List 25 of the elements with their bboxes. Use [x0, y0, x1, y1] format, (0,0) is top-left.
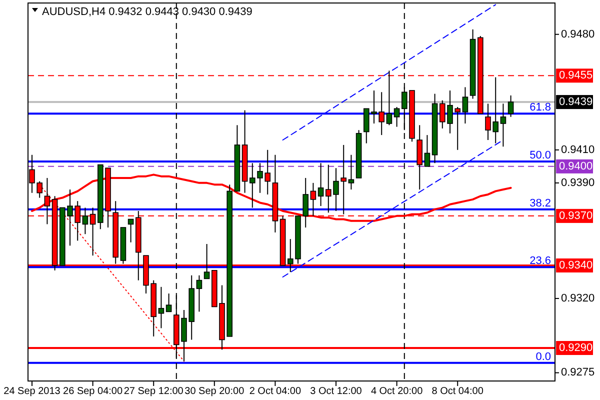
- annotation: 50.0: [530, 149, 551, 162]
- annotation: 0.0: [536, 350, 551, 363]
- ref-line-label: 0.9400: [559, 160, 593, 172]
- y-tick-label: 0.9390: [561, 176, 595, 189]
- annotation: 23.6: [530, 255, 551, 268]
- y-tick-label: 0.9480: [561, 28, 595, 40]
- x-tick-label: 2 Oct 04:00: [249, 386, 302, 397]
- x-tick-label: 24 Sep 2013: [4, 386, 61, 397]
- x-tick-label: 26 Sep 04:00: [63, 386, 123, 397]
- y-tick-label: 0.9410: [561, 144, 595, 156]
- x-tick-label: 4 Oct 20:00: [370, 386, 424, 397]
- ref-line-label: 0.9340: [559, 259, 593, 272]
- x-tick-label: 8 Oct 04:00: [432, 386, 484, 397]
- y-tick-label: 0.9320: [561, 292, 595, 304]
- annotation: 38.2: [530, 197, 551, 210]
- annotation: 61.8: [530, 102, 551, 114]
- x-tick-label: 3 Oct 12:00: [310, 386, 362, 397]
- y-tick-label: 0.9275: [561, 366, 595, 379]
- ref-line-label: 0.9455: [559, 70, 593, 82]
- ref-line-label: 0.9370: [559, 210, 593, 222]
- ref-line-label: 0.9290: [559, 342, 593, 354]
- x-tick-label: 30 Sep 20:00: [184, 386, 245, 397]
- x-tick-label: 27 Sep 12:00: [124, 386, 184, 397]
- ref-line-label: 0.9439: [559, 96, 593, 108]
- chart-title: AUDUSD,H4 0.9432 0.9443 0.9430 0.9439: [42, 6, 252, 18]
